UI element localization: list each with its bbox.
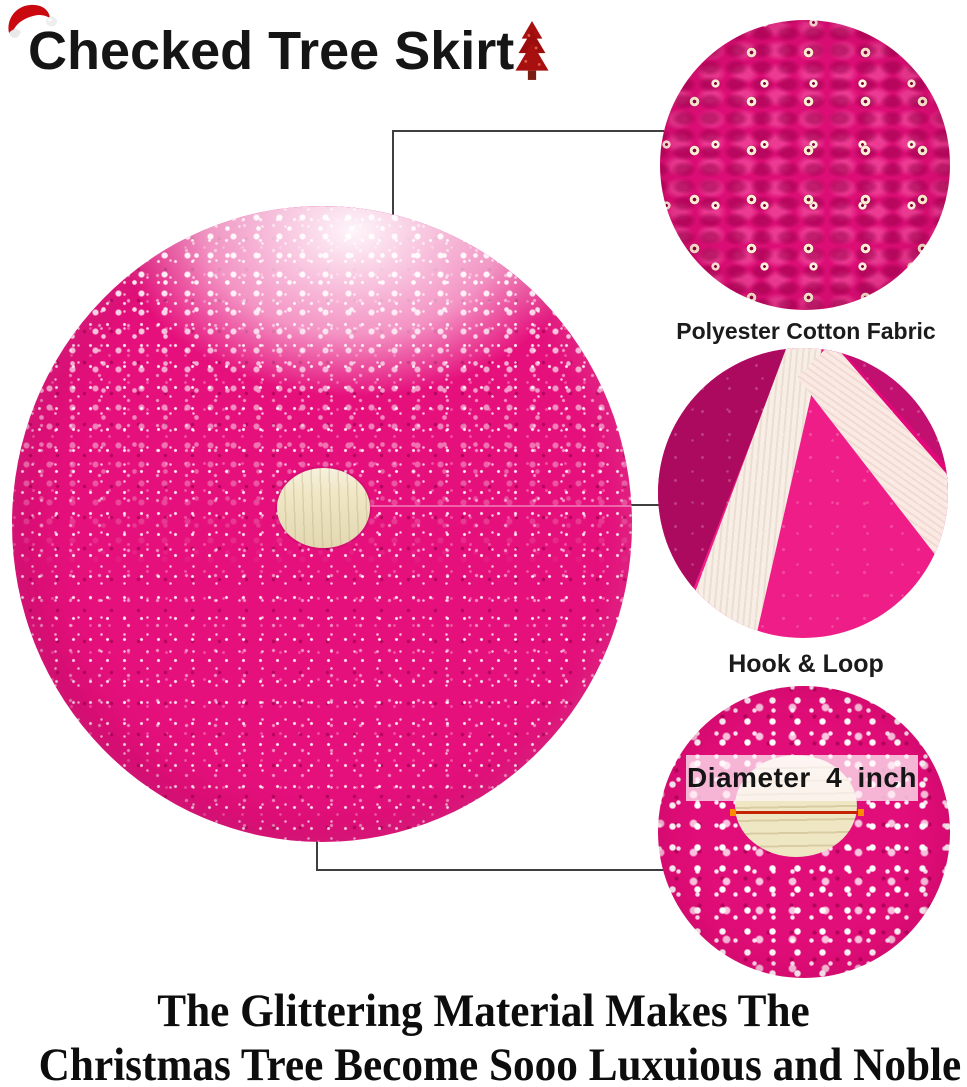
hook-loop-closeup-circle xyxy=(658,348,948,638)
diameter-measure-line xyxy=(730,809,864,816)
skirt-seam-line xyxy=(370,505,632,507)
diameter-closeup-circle: Diameter 4 inch xyxy=(658,686,950,978)
hook-loop-label: Hook & Loop xyxy=(728,650,884,678)
slogan-line-2: Christmas Tree Become Sooo Luxuious and … xyxy=(38,1039,962,1087)
sequin-sparkles xyxy=(658,348,948,638)
christmas-tree-icon xyxy=(515,21,549,80)
fabric-label: Polyester Cotton Fabric xyxy=(676,318,936,344)
santa-hat-icon xyxy=(8,4,57,38)
diameter-label-band: Diameter 4 inch xyxy=(686,755,918,801)
trunk-hole xyxy=(277,468,370,548)
diameter-label: Diameter 4 inch xyxy=(686,762,918,793)
measure-arrow-left xyxy=(730,809,736,816)
callout-line-fabric-horizontal xyxy=(392,130,664,132)
page-title: Checked Tree Skirt xyxy=(28,21,515,81)
callout-line-diameter-horizontal xyxy=(316,869,664,871)
slogan-line-1: The Glittering Material Makes The xyxy=(157,985,810,1037)
callout-line-fabric-vertical xyxy=(392,130,394,222)
callout-line-diameter-vertical xyxy=(316,824,318,871)
fabric-closeup-circle xyxy=(660,20,950,310)
measure-arrow-right xyxy=(858,809,864,816)
tree-skirt-product-photo xyxy=(12,206,632,842)
